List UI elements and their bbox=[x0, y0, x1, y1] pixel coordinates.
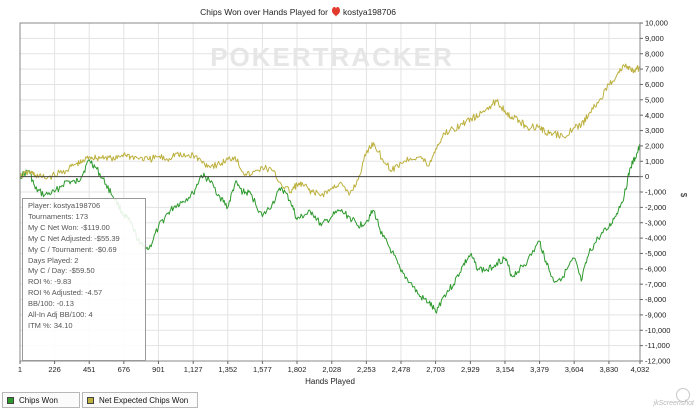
legend-label-net-expected: Net Expected Chips Won bbox=[99, 396, 189, 405]
legend-swatch-net-expected bbox=[87, 397, 94, 404]
poker-tracker-watermark: POKERTRACKER bbox=[210, 42, 454, 72]
stat-roi: ROI %: -9.83 bbox=[28, 277, 72, 287]
x-tick-label: 1,352 bbox=[218, 365, 237, 374]
y-tick-label: -2,000 bbox=[645, 203, 666, 212]
stat-roi-adjusted: ROI % Adjusted: -4.57 bbox=[28, 288, 103, 298]
x-tick-label: 1,577 bbox=[253, 365, 272, 374]
x-tick-label: 1 bbox=[18, 365, 22, 374]
y-tick-label: 0 bbox=[645, 172, 649, 181]
x-tick-label: 3,154 bbox=[496, 365, 515, 374]
y-tick-label: 7,000 bbox=[645, 65, 664, 74]
series-line-net-expected bbox=[19, 63, 641, 198]
y-tick-label: -1,000 bbox=[645, 188, 666, 197]
x-tick-label: 1,802 bbox=[288, 365, 307, 374]
y-tick-label: -5,000 bbox=[645, 249, 666, 258]
player-stats-box: Player: kostya198706 Tournaments: 173 My… bbox=[22, 198, 146, 361]
stat-per-day: My C / Day: -$59.50 bbox=[28, 266, 95, 276]
x-tick-label: 676 bbox=[118, 365, 131, 374]
legend-item-net-expected[interactable]: Net Expected Chips Won bbox=[82, 392, 198, 408]
y-tick-label: 4,000 bbox=[645, 111, 664, 120]
stat-itm: ITM %: 34.10 bbox=[28, 320, 73, 330]
y-axis: 10,000 9,000 8,000 7,000 6,000 5,000 4,000 3,00… bbox=[640, 19, 670, 366]
legend-label-chips-won: Chips Won bbox=[19, 396, 58, 405]
y-tick-label: 10,000 bbox=[645, 19, 668, 28]
x-tick-label: 2,929 bbox=[461, 365, 480, 374]
stat-player: Player: kostya198706 bbox=[28, 201, 101, 210]
y-tick-label: -12,000 bbox=[645, 357, 670, 366]
x-tick-label: 3,379 bbox=[530, 365, 549, 374]
player-flag-icon bbox=[332, 6, 340, 17]
stat-per-tournament: My C / Tournament: -$0.69 bbox=[28, 244, 117, 254]
chart-title: Chips Won over Hands Played for bbox=[200, 7, 328, 17]
y-tick-label: 9,000 bbox=[645, 34, 664, 43]
y-tick-label: 1,000 bbox=[645, 157, 664, 166]
y-tick-label: 2,000 bbox=[645, 142, 664, 151]
y-tick-label: -8,000 bbox=[645, 295, 666, 304]
screenshot-tool-icon bbox=[676, 388, 690, 402]
x-axis: 1 226 451 676 901 1,127 1,352 1,577 1,802 2,028 2,… bbox=[18, 361, 649, 374]
x-tick-label: 451 bbox=[83, 365, 96, 374]
y-tick-label: 6,000 bbox=[645, 80, 664, 89]
x-tick-label: 1,127 bbox=[184, 365, 203, 374]
y-tick-label: 5,000 bbox=[645, 95, 664, 104]
x-tick-label: 2,028 bbox=[322, 365, 341, 374]
y-tick-label: -7,000 bbox=[645, 280, 666, 289]
x-tick-label: 2,703 bbox=[426, 365, 445, 374]
legend-item-chips-won[interactable]: Chips Won bbox=[2, 392, 80, 408]
y-tick-label: -10,000 bbox=[645, 326, 670, 335]
y-tick-label: 3,000 bbox=[645, 126, 664, 135]
screenshot-credit: jkScreenshot bbox=[653, 400, 694, 407]
stat-days-played: Days Played: 2 bbox=[28, 255, 79, 265]
y-tick-label: -9,000 bbox=[645, 311, 666, 320]
stat-net-won: My C Net Won: -$119.00 bbox=[28, 222, 110, 232]
x-tick-label: 4,032 bbox=[631, 365, 650, 374]
x-tick-label: 2,253 bbox=[357, 365, 376, 374]
y-tick-label: -4,000 bbox=[645, 234, 666, 243]
stat-bb100: BB/100: -0.13 bbox=[28, 299, 74, 309]
stat-allin-bb100: All-In Adj BB/100: 4 bbox=[28, 310, 93, 320]
y-axis-label: $ bbox=[679, 193, 688, 198]
stat-net-won-adjusted: My C Net Adjusted: -$55.39 bbox=[28, 233, 120, 243]
y-tick-label: -11,000 bbox=[645, 341, 670, 350]
stat-tournaments: Tournaments: 173 bbox=[28, 211, 89, 221]
x-tick-label: 226 bbox=[48, 365, 61, 374]
x-tick-label: 3,604 bbox=[565, 365, 584, 374]
x-tick-label: 2,478 bbox=[392, 365, 411, 374]
legend-swatch-chips-won bbox=[7, 397, 14, 404]
y-tick-label: -6,000 bbox=[645, 264, 666, 273]
x-tick-label: 901 bbox=[152, 365, 165, 374]
y-tick-label: -3,000 bbox=[645, 218, 666, 227]
x-tick-label: 3,830 bbox=[600, 365, 619, 374]
y-tick-label: 8,000 bbox=[645, 49, 664, 58]
x-axis-label: Hands Played bbox=[305, 377, 355, 386]
chart-title-player: kostya198706 bbox=[343, 7, 396, 17]
